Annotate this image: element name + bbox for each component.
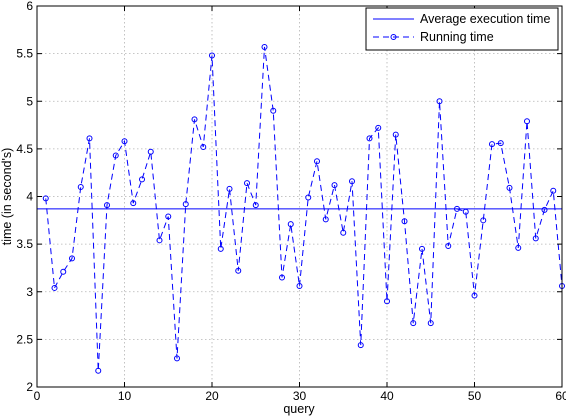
running-time-point (270, 107, 277, 114)
running-time-point (217, 245, 224, 252)
grid-lines (37, 6, 562, 387)
y-tick-label: 4 (26, 190, 33, 204)
y-tick-labels: 2 2.5 3 3.5 4 4.5 5 5.5 6 (16, 0, 33, 394)
running-time-point (419, 245, 425, 252)
y-tick-label: 2 (26, 380, 33, 394)
running-time-point (244, 180, 250, 187)
y-tick-label: 5.5 (16, 47, 33, 61)
running-series (42, 43, 565, 374)
running-time-point (191, 116, 198, 123)
running-time-point (506, 184, 513, 191)
running-time-point (86, 135, 93, 142)
y-tick-label: 4.5 (16, 142, 33, 156)
running-time-point (375, 124, 382, 131)
running-time-point (462, 208, 469, 215)
running-time-point (209, 52, 215, 59)
legend-average-label: Average execution time (420, 12, 550, 26)
running-time-point (51, 284, 58, 291)
running-time-point (349, 178, 355, 185)
running-time-point (287, 221, 294, 228)
x-axis-title: query (283, 402, 315, 416)
running-time-point (454, 205, 460, 212)
legend: Average execution time Running time (365, 7, 559, 51)
running-time-point (340, 229, 347, 236)
running-time-point (410, 320, 417, 327)
x-tick-label: 40 (380, 389, 394, 403)
y-tick-label: 2.5 (16, 332, 33, 346)
running-time-point (489, 141, 495, 148)
x-tick-label: 0 (34, 389, 41, 403)
running-time-point (392, 131, 399, 138)
running-time-point (305, 194, 312, 201)
axis-ticks (36, 5, 563, 388)
running-time-point (235, 267, 242, 274)
x-tick-label: 50 (468, 389, 482, 403)
running-time-point (357, 342, 364, 349)
running-time-point (384, 298, 390, 305)
x-tick-label: 60 (555, 389, 566, 403)
running-time-point (497, 140, 504, 147)
running-time-point (436, 98, 443, 105)
x-tick-label: 10 (118, 389, 132, 403)
running-time-point (104, 202, 110, 209)
running-time-point (532, 235, 539, 242)
running-time-point (69, 255, 75, 262)
x-tick-label: 30 (293, 389, 307, 403)
running-time-point (156, 237, 163, 244)
running-time-point (427, 320, 434, 327)
running-time-point (524, 118, 530, 125)
legend-running-marker (390, 34, 397, 40)
running-time-point (279, 274, 285, 281)
running-time-point (226, 185, 233, 192)
running-time-point (314, 158, 320, 165)
running-time-point (471, 292, 478, 299)
y-tick-label: 5 (26, 94, 33, 108)
running-time-point (445, 243, 452, 250)
running-time-line (45, 46, 563, 371)
running-time-point (366, 135, 373, 142)
running-time-point (174, 355, 180, 362)
running-time-point (130, 200, 137, 207)
x-tick-labels: 0 10 20 30 40 50 60 (34, 389, 566, 403)
running-time-point (77, 183, 84, 190)
running-time-point (165, 213, 172, 220)
running-time-point (401, 218, 408, 225)
running-time-point (182, 201, 189, 208)
running-time-point (139, 176, 145, 183)
running-time-point (322, 216, 329, 223)
y-tick-label: 3.5 (16, 237, 33, 251)
running-time-point (147, 148, 154, 155)
running-time-point (95, 367, 102, 374)
running-time-point (515, 244, 522, 251)
running-time-point (121, 138, 128, 145)
running-time-point (480, 217, 487, 224)
legend-running-label: Running time (420, 30, 494, 44)
running-time-point (550, 187, 557, 194)
y-tick-label: 6 (26, 0, 33, 13)
running-time-point (42, 195, 49, 202)
y-axis-title: time (in second's) (0, 148, 14, 246)
running-time-point (261, 43, 268, 50)
legend-box (365, 7, 559, 51)
running-time-point (252, 202, 259, 209)
running-time-point (112, 152, 119, 159)
x-tick-label: 20 (205, 389, 219, 403)
running-time-point (60, 268, 67, 275)
running-time-point (541, 206, 548, 213)
running-time-point (331, 182, 338, 189)
running-time-point (296, 283, 303, 290)
running-time-point (200, 143, 207, 150)
y-tick-label: 3 (26, 285, 33, 299)
